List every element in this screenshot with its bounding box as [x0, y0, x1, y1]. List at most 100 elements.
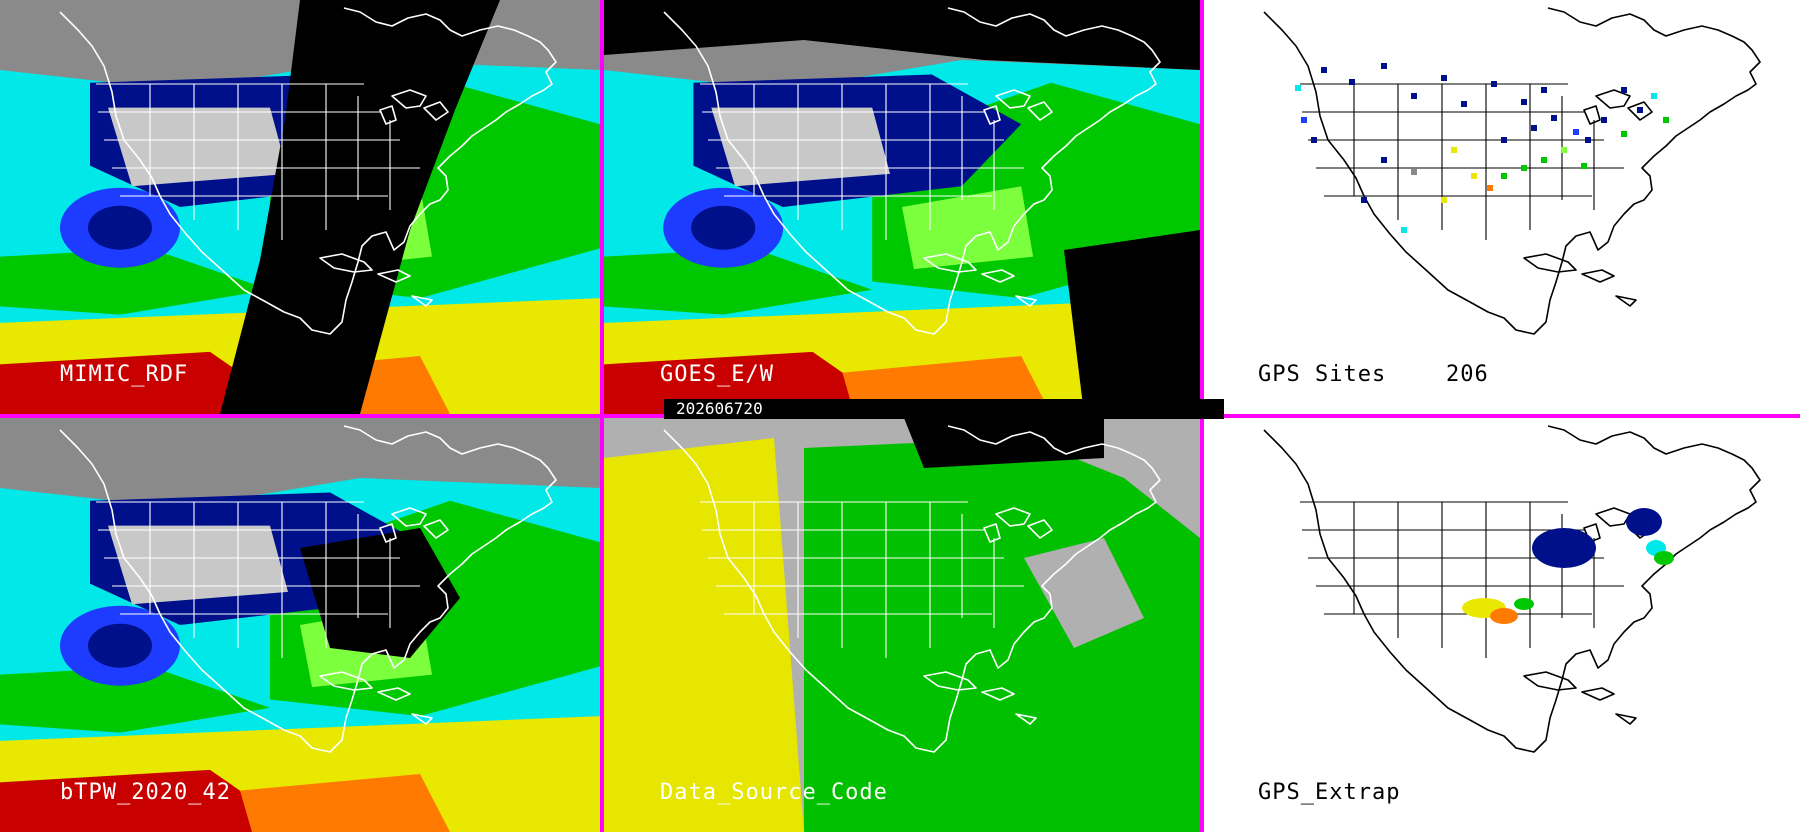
pacific-cyclone-core	[88, 623, 152, 668]
subtropical-green-west	[0, 666, 270, 733]
caribbean-islands	[923, 253, 1037, 307]
panel-label-btpw: bTPW_2020_42	[60, 780, 231, 805]
gps-sites-map-overlay	[1263, 7, 1761, 335]
caribbean-islands	[1523, 671, 1637, 725]
gps-site-marker	[1581, 163, 1587, 169]
goes-tpw-map	[604, 0, 1200, 414]
gps-extrap-map	[1263, 425, 1761, 753]
state-boundaries	[96, 83, 420, 240]
great-lakes	[1583, 89, 1653, 125]
panel-label-source: Data_Source_Code	[660, 780, 888, 805]
gps-site-marker	[1651, 93, 1657, 99]
gps-site-marker	[1621, 131, 1627, 137]
goes-no-data-north	[604, 0, 1200, 70]
coastline	[59, 7, 557, 335]
state-boundaries	[1300, 83, 1624, 240]
pacific-cyclone-core	[691, 205, 756, 250]
gps-site-marker	[1491, 81, 1497, 87]
panel-gps-extrap: GPS_Extrap	[1204, 418, 1800, 832]
panel-label-gps-extrap: GPS_Extrap	[1258, 780, 1401, 805]
great-lakes	[983, 89, 1053, 125]
gps-site-marker	[1541, 87, 1547, 93]
mimic-tpw-map	[0, 0, 600, 414]
extrap-blob-great-lakes	[1532, 528, 1596, 568]
goes-map-overlay	[663, 7, 1161, 335]
extrap-blob-gulf-green	[1514, 598, 1534, 610]
rockies-gray	[711, 107, 891, 187]
subtropical-green-west	[604, 248, 873, 315]
coastline	[59, 425, 557, 753]
caribbean-islands	[1523, 253, 1637, 307]
gps-site-marker	[1521, 165, 1527, 171]
gps-site-marker	[1461, 101, 1467, 107]
btpw-map	[0, 418, 600, 832]
state-boundaries	[96, 501, 420, 658]
gps-site-marker	[1471, 173, 1477, 179]
gps-site-marker	[1381, 63, 1387, 69]
btpw-map-overlay	[59, 425, 557, 753]
gps-site-marker	[1663, 117, 1669, 123]
timestamp-bar: 202606720	[664, 399, 1224, 419]
panel-gps-sites: GPS Sites 206	[1204, 0, 1800, 414]
panel-label-mimic: MIMIC_RDF	[60, 362, 189, 387]
caribbean-islands	[319, 253, 433, 307]
panel-mimic-rdf: MIMIC_RDF	[0, 0, 600, 414]
gps-site-marker	[1321, 67, 1327, 73]
gps-site-marker	[1551, 115, 1557, 121]
gps-site-marker	[1601, 117, 1607, 123]
gps-site-marker	[1501, 137, 1507, 143]
subtropical-green-west	[0, 248, 270, 315]
extrap-blob-midatlantic	[1654, 551, 1674, 565]
panel-label-gps-sites: GPS Sites	[1258, 362, 1387, 387]
panel-label-goes: GOES_E/W	[660, 362, 774, 387]
goes-no-data-southeast	[1064, 230, 1200, 414]
dry-arctic-band	[0, 418, 600, 508]
tropical-band-red	[604, 351, 902, 414]
pacific-cyclone-core	[88, 205, 152, 250]
source-black-zone	[904, 418, 1104, 468]
caribbean-islands	[319, 671, 433, 725]
panel-btpw: bTPW_2020_42	[0, 418, 600, 832]
gps-site-marker	[1295, 85, 1301, 91]
gps-site-marker	[1585, 137, 1591, 143]
source-green-zone	[804, 438, 1200, 832]
source-yellow-zone	[604, 438, 804, 832]
gps-site-marker	[1411, 93, 1417, 99]
gps-site-marker	[1441, 197, 1447, 203]
tropical-band-red	[0, 769, 300, 832]
gps-site-count: 206	[1446, 362, 1489, 387]
panel-goes-ew: GOES_E/W	[604, 0, 1200, 414]
data-source-code-map	[604, 418, 1200, 832]
gps-sites-map	[1263, 7, 1761, 335]
state-boundaries	[700, 501, 1024, 658]
state-boundaries	[700, 83, 1024, 240]
great-lakes	[379, 89, 449, 125]
state-boundaries	[1300, 501, 1624, 658]
great-lakes	[379, 507, 449, 543]
caribbean-islands	[923, 671, 1037, 725]
coastline	[1263, 425, 1761, 753]
panel-data-source-code: Data_Source_Code	[604, 418, 1200, 832]
gps-site-marker	[1541, 157, 1547, 163]
gps-site-marker	[1401, 227, 1407, 233]
gps-site-marker	[1487, 185, 1493, 191]
gps-site-marker	[1501, 173, 1507, 179]
gps-site-marker	[1531, 125, 1537, 131]
great-lakes	[983, 507, 1053, 543]
gps-extrap-map-overlay	[1263, 425, 1761, 753]
gps-site-marker	[1349, 79, 1355, 85]
rockies-gray	[108, 525, 288, 605]
coastline	[663, 425, 1161, 753]
coastline	[1263, 7, 1761, 335]
no-data-swath	[220, 0, 500, 414]
rockies-gray	[108, 107, 288, 187]
coastline	[663, 7, 1161, 335]
extrap-blob-northeast	[1626, 508, 1662, 536]
gps-site-marker	[1561, 147, 1567, 153]
gps-site-marker	[1381, 157, 1387, 163]
source-map-overlay	[663, 425, 1161, 753]
btpw-dark-patch	[300, 528, 460, 658]
gps-site-marker	[1301, 117, 1307, 123]
tropical-band-orange	[240, 774, 450, 832]
gps-site-marker	[1621, 87, 1627, 93]
